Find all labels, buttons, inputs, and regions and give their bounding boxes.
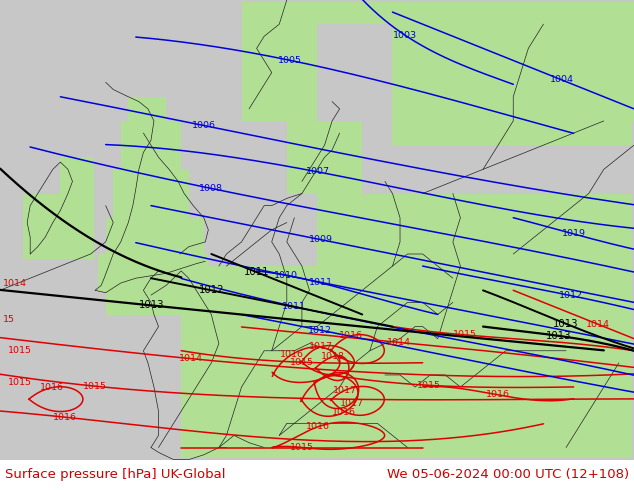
Text: 1016: 1016 (53, 413, 77, 422)
Text: 1017: 1017 (340, 399, 363, 408)
Text: 1015: 1015 (8, 346, 32, 355)
Text: 1014: 1014 (387, 338, 411, 347)
Text: 1015: 1015 (290, 358, 314, 367)
Text: 1013: 1013 (139, 300, 164, 310)
Text: 1019: 1019 (562, 229, 586, 239)
Text: 1016: 1016 (280, 350, 304, 359)
Text: 1018: 1018 (321, 352, 345, 361)
Text: 1015: 1015 (417, 381, 441, 390)
Text: 1016: 1016 (306, 422, 330, 431)
Text: 1012: 1012 (308, 326, 332, 335)
Text: 1015: 1015 (8, 378, 32, 387)
Text: 1016: 1016 (332, 408, 356, 416)
Text: 1016: 1016 (486, 391, 510, 399)
Text: 1014: 1014 (586, 320, 610, 329)
Text: 1012: 1012 (559, 291, 583, 300)
Text: 1015: 1015 (453, 330, 477, 340)
Text: 15: 15 (3, 315, 15, 324)
Text: 1011: 1011 (244, 267, 269, 277)
Text: 1011: 1011 (309, 278, 332, 287)
Text: 1012: 1012 (198, 285, 224, 295)
Text: 1004: 1004 (550, 75, 574, 84)
Text: 1015: 1015 (290, 443, 314, 452)
Text: 1007: 1007 (306, 168, 330, 176)
Text: 1017: 1017 (333, 386, 357, 395)
Text: 1013: 1013 (546, 331, 572, 341)
Text: We 05-06-2024 00:00 UTC (12+108): We 05-06-2024 00:00 UTC (12+108) (387, 468, 629, 481)
Text: 1005: 1005 (278, 56, 302, 65)
Text: Surface pressure [hPa] UK-Global: Surface pressure [hPa] UK-Global (5, 468, 226, 481)
Text: 1016: 1016 (339, 331, 363, 340)
Text: 1008: 1008 (199, 184, 223, 193)
Text: 1017: 1017 (309, 343, 333, 351)
Text: 1016: 1016 (40, 383, 64, 392)
Text: 1011: 1011 (282, 302, 306, 311)
Text: 1003: 1003 (393, 31, 417, 40)
Text: 1014: 1014 (3, 278, 27, 288)
Text: 1010: 1010 (273, 270, 297, 280)
Text: 1009: 1009 (309, 235, 332, 244)
Text: 1014: 1014 (179, 354, 202, 363)
Text: 1015: 1015 (83, 382, 107, 391)
Text: 1006: 1006 (192, 121, 216, 130)
Text: 1013: 1013 (553, 319, 579, 329)
